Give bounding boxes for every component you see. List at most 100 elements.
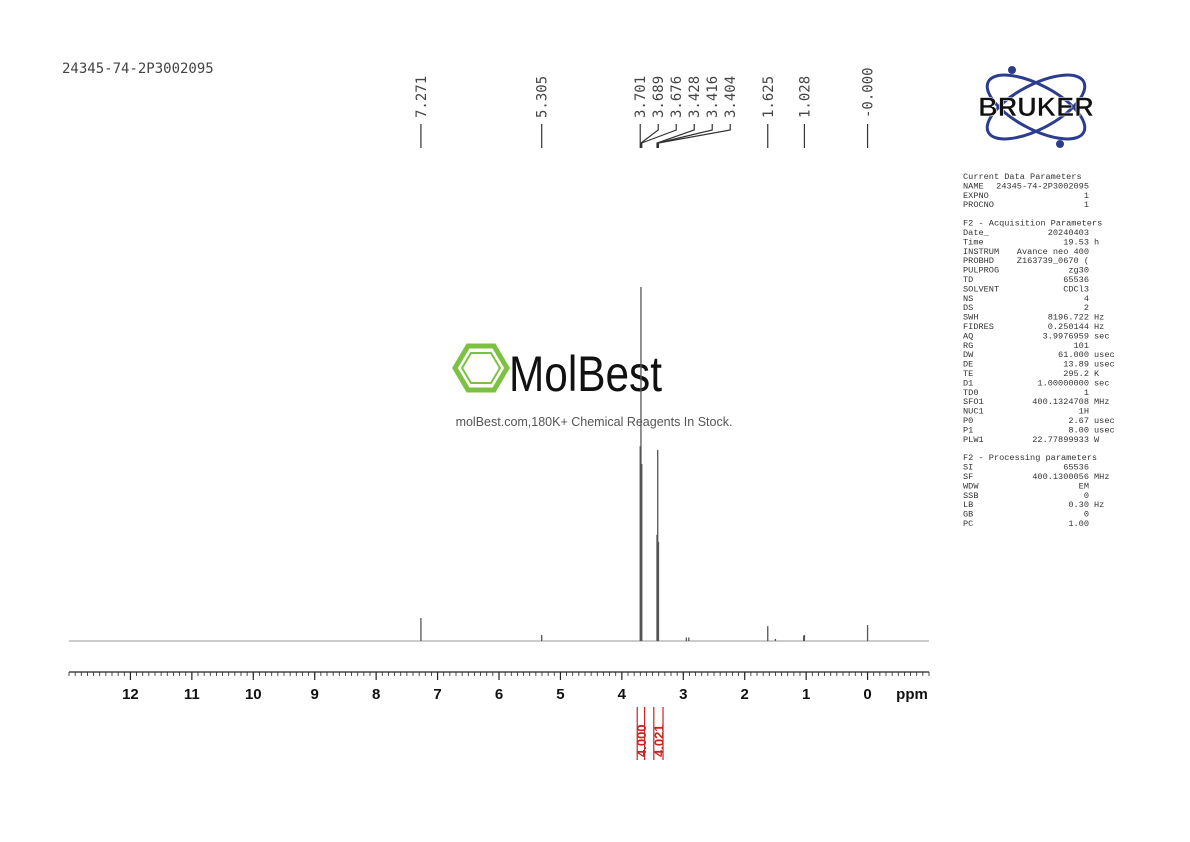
parameter-name: AQ	[963, 331, 973, 341]
parameter-unit: Hz	[1094, 500, 1104, 510]
watermark: MolBest molBest.com,180K+ Chemical Reage…	[452, 343, 732, 429]
parameter-unit: K	[1094, 369, 1100, 379]
parameter-value: 101	[1074, 341, 1089, 351]
parameter-name: SWH	[963, 313, 978, 323]
x-tick-label: 6	[495, 686, 503, 703]
peak-label-leader	[657, 124, 731, 148]
parameter-name: PROBHD	[963, 256, 994, 266]
parameter-name: DE	[963, 360, 973, 370]
parameter-value: 0	[1084, 491, 1089, 501]
peak-label: 3.676	[669, 76, 685, 118]
peak-label: 3.701	[633, 76, 649, 118]
parameter-unit: usec	[1094, 425, 1115, 435]
parameter-section-title: F2 - Processing parameters	[963, 453, 1097, 463]
parameter-unit: MHz	[1094, 472, 1109, 482]
x-tick-label: 2	[741, 686, 749, 703]
peak-label: 7.271	[414, 76, 430, 118]
parameter-value: zg30	[1068, 266, 1089, 276]
x-tick-label: 7	[433, 686, 441, 703]
parameter-unit: usec	[1094, 360, 1115, 370]
peak-label: 3.428	[687, 76, 703, 118]
parameter-value: 13.89	[1063, 360, 1089, 370]
parameter-name: SI	[963, 463, 973, 473]
watermark-name: MolBest	[509, 346, 662, 402]
x-tick-label: 4	[618, 686, 627, 703]
parameter-value: 20240403	[1048, 228, 1089, 238]
x-tick-label: 9	[311, 686, 319, 703]
parameter-name: Date_	[963, 228, 990, 238]
parameter-name: DS	[963, 303, 973, 313]
parameter-name: TD0	[963, 388, 978, 398]
parameter-unit: Hz	[1094, 322, 1104, 332]
parameter-value: 65536	[1063, 463, 1089, 473]
x-tick-label: 5	[556, 686, 564, 703]
parameter-unit: sec	[1094, 331, 1109, 341]
parameter-section-title: Current Data Parameters	[963, 172, 1082, 182]
x-tick-label: 10	[245, 686, 262, 703]
parameter-name: GB	[963, 510, 973, 520]
x-tick-label: 0	[863, 686, 871, 703]
parameter-name: Time	[963, 237, 984, 247]
parameter-value: 1	[1084, 388, 1089, 398]
parameter-section-title: F2 - Acquisition Parameters	[963, 219, 1102, 229]
parameter-value: 1.00	[1068, 519, 1089, 529]
parameter-name: TD	[963, 275, 973, 285]
parameter-unit: sec	[1094, 378, 1109, 388]
parameter-name: SSB	[963, 491, 978, 501]
peak-label: 1.028	[797, 76, 813, 118]
peak-label-leader	[657, 124, 713, 148]
parameter-value: 400.1300056	[1032, 472, 1089, 482]
parameter-name: SF	[963, 472, 973, 482]
x-tick-label: 3	[679, 686, 687, 703]
parameter-name: SOLVENT	[963, 284, 999, 294]
peak-label: 3.416	[705, 76, 721, 118]
bruker-logo: BRUKER	[978, 66, 1094, 148]
parameter-name: LB	[963, 500, 973, 510]
integral-label: 4.000	[634, 724, 649, 757]
parameter-name: EXPNO	[963, 191, 989, 201]
x-tick-label: 1	[802, 686, 810, 703]
parameter-name: P1	[963, 425, 973, 435]
parameter-value: 8.00	[1068, 425, 1089, 435]
parameter-name: NAME	[963, 181, 984, 191]
parameter-name: PC	[963, 519, 973, 529]
parameter-unit: h	[1094, 237, 1099, 247]
peak-label: 3.404	[723, 76, 739, 118]
parameter-value: CDCl3	[1063, 284, 1089, 294]
parameter-unit: usec	[1094, 416, 1115, 426]
parameter-name: SFO1	[963, 397, 984, 407]
parameter-value: 0.30	[1068, 500, 1089, 510]
sample-title: 24345-74-2P3002095	[62, 61, 214, 77]
parameter-value: 0	[1084, 510, 1089, 520]
x-axis-label: ppm	[896, 686, 928, 703]
integral-label: 4.021	[651, 724, 666, 757]
parameter-value: 4	[1084, 294, 1089, 304]
parameter-unit: MHz	[1094, 397, 1109, 407]
parameter-name: TE	[963, 369, 973, 379]
parameter-value: EM	[1079, 481, 1089, 491]
parameter-value: 3.9976959	[1043, 331, 1089, 341]
parameter-name: RG	[963, 341, 973, 351]
parameter-value: 65536	[1063, 275, 1089, 285]
parameter-value: 2.67	[1068, 416, 1089, 426]
x-tick-label: 11	[184, 686, 200, 703]
brand: BRUKER	[978, 92, 1094, 122]
parameter-name: WDW	[963, 481, 979, 491]
parameter-value: Avance neo 400	[1017, 247, 1089, 257]
parameter-value: 1	[1084, 191, 1089, 201]
parameter-value: 24345-74-2P3002095	[996, 181, 1089, 191]
parameter-value: 22.77899933	[1032, 435, 1089, 445]
x-tick-label: 12	[122, 686, 139, 703]
parameter-value: 1	[1084, 200, 1089, 210]
parameter-value: 8196.722	[1048, 313, 1089, 323]
parameter-name: NUC1	[963, 407, 984, 417]
peak-label: 1.625	[761, 76, 777, 118]
parameter-name: PULPROG	[963, 266, 999, 276]
peak-label: 5.305	[535, 76, 551, 118]
parameter-name: P0	[963, 416, 973, 426]
parameter-name: DW	[963, 350, 974, 360]
parameter-value: 19.53	[1063, 237, 1089, 247]
